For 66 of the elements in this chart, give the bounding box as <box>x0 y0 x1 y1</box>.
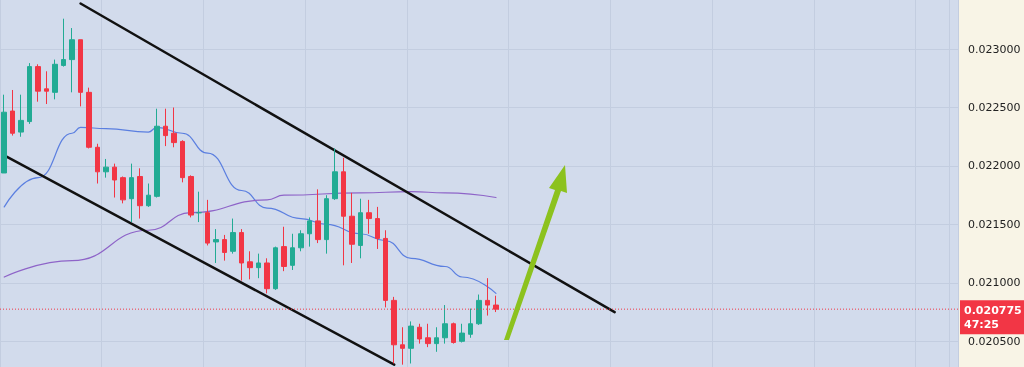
candlestick <box>434 326 439 353</box>
candlestick <box>425 323 431 348</box>
line-series <box>3 126 497 294</box>
candlestick <box>366 199 372 235</box>
candlestick <box>290 233 295 271</box>
candlestick <box>1 94 7 174</box>
candlestick <box>154 108 160 199</box>
candlestick <box>247 250 253 280</box>
candlestick <box>129 163 134 223</box>
candlestick <box>476 294 482 326</box>
candlestick <box>230 218 236 255</box>
candlestick <box>264 257 270 294</box>
candlestick <box>120 175 126 204</box>
candlestick <box>163 108 168 147</box>
candlestick <box>273 246 278 291</box>
candlestick <box>213 228 219 264</box>
candlestick <box>451 322 456 345</box>
line-series <box>3 191 497 278</box>
y-tick-label: 0.023000 <box>968 42 1021 56</box>
text: 47:25 <box>964 317 1000 331</box>
candlestick <box>205 199 210 246</box>
candlestick <box>408 320 414 364</box>
y-tick-label: 0.021500 <box>968 217 1021 231</box>
candlestick <box>112 163 117 199</box>
y-tick-label: 0.021000 <box>968 276 1021 290</box>
candlestick <box>69 27 75 93</box>
candlestick <box>256 253 261 279</box>
candlestick <box>137 167 143 220</box>
candlestick <box>324 194 329 255</box>
candlestick <box>315 188 321 244</box>
candlestick <box>400 326 405 366</box>
candlestick <box>332 147 338 201</box>
candlestick <box>468 308 473 339</box>
candlestick <box>95 143 100 184</box>
candlestick <box>222 234 227 262</box>
candlestick <box>442 304 448 345</box>
candlestick <box>86 87 92 149</box>
y-tick-label: 0.020500 <box>968 334 1021 348</box>
candlestick <box>188 174 194 218</box>
candlestick <box>375 206 380 250</box>
candlestick <box>52 59 58 100</box>
y-tick-label: 0.022000 <box>968 159 1021 173</box>
candlestick <box>27 62 32 125</box>
candlestick <box>78 39 83 107</box>
candlestick <box>341 157 346 266</box>
candlestick <box>417 323 422 345</box>
candlestick <box>61 18 66 68</box>
candlestick <box>281 226 287 272</box>
candlestick <box>18 94 24 138</box>
candlestick <box>103 158 109 179</box>
candlestick <box>358 198 363 259</box>
candlestick <box>180 139 185 183</box>
candlestick <box>307 216 312 248</box>
candlestick <box>239 228 244 282</box>
ref-line-label: 0.020775 <box>964 303 1022 317</box>
candlestick <box>383 229 388 308</box>
y-tick-label: 0.022500 <box>968 101 1021 115</box>
candlestick <box>35 63 41 103</box>
candlestick <box>171 107 177 148</box>
candlestick <box>44 70 49 105</box>
candlestick <box>298 229 304 252</box>
candlestick <box>196 191 202 223</box>
candlestick <box>349 192 355 264</box>
candlestick <box>146 183 151 208</box>
candlestick <box>10 89 15 137</box>
candlestick <box>459 323 465 343</box>
